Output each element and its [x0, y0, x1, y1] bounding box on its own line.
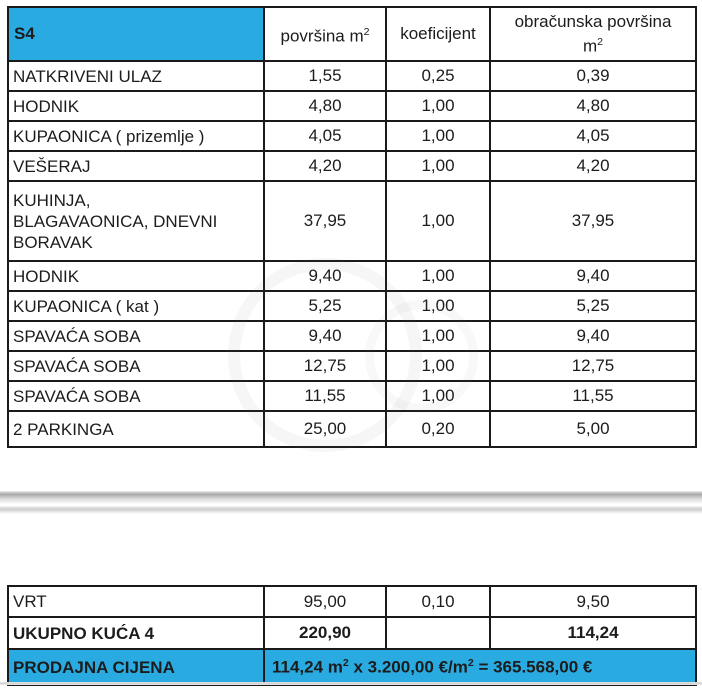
room-name: SPAVAĆA SOBA [7, 320, 265, 352]
table-row: KUPAONICA ( prizemlje ) 4,05 1,00 4,05 [7, 120, 697, 152]
room-name: HODNIK [7, 90, 265, 122]
room-area: 11,55 [263, 380, 387, 412]
room-coefficient: 0,25 [385, 60, 491, 92]
room-name: VRT [7, 585, 265, 618]
room-coefficient: 1,00 [385, 350, 491, 382]
room-coefficient: 0,20 [385, 410, 491, 448]
table-row: HODNIK 9,40 1,00 9,40 [7, 260, 697, 292]
room-calculated-area: 4,20 [489, 150, 697, 182]
table-row: SPAVAĆA SOBA 11,55 1,00 11,55 [7, 380, 697, 412]
room-area: 9,40 [263, 320, 387, 352]
table-row: KUPAONICA ( kat ) 5,25 1,00 5,25 [7, 290, 697, 322]
room-calculated-area: 4,80 [489, 90, 697, 122]
room-calculated-area: 37,95 [489, 180, 697, 262]
sale-price-label: PRODAJNA CIJENA [7, 648, 265, 686]
column-header-koeficijent: koeficijent [385, 6, 491, 62]
table-row: VEŠERAJ 4,20 1,00 4,20 [7, 150, 697, 182]
room-area: 4,20 [263, 150, 387, 182]
table-row: SPAVAĆA SOBA 12,75 1,00 12,75 [7, 350, 697, 382]
area-calculation-table: S4 površina m2 koeficijent obračunska po… [7, 6, 697, 448]
sale-price-formula: 114,24 m2 x 3.200,00 €/m2 = 365.568,00 € [263, 648, 697, 686]
totals-table: VRT 95,00 0,10 9,50 UKUPNO KUĆA 4 220,90… [7, 585, 697, 686]
table-row: 2 PARKINGA 25,00 0,20 5,00 [7, 410, 697, 448]
table-row: SPAVAĆA SOBA 9,40 1,00 9,40 [7, 320, 697, 352]
page-break-divider-bottom [0, 506, 702, 514]
sale-price-row: PRODAJNA CIJENA 114,24 m2 x 3.200,00 €/m… [7, 648, 697, 686]
room-area: 37,95 [263, 180, 387, 262]
room-calculated-area: 12,75 [489, 350, 697, 382]
room-calculated-area: 9,50 [489, 585, 697, 618]
room-coefficient: 1,00 [385, 180, 491, 262]
table-header-row: S4 površina m2 koeficijent obračunska po… [7, 6, 697, 62]
room-calculated-area: 5,00 [489, 410, 697, 448]
column-header-obracunska: obračunska površina m2 [489, 6, 697, 62]
room-coefficient: 1,00 [385, 290, 491, 322]
room-name: 2 PARKINGA [7, 410, 265, 448]
room-coefficient: 1,00 [385, 90, 491, 122]
table-row: VRT 95,00 0,10 9,50 [7, 585, 697, 618]
room-name: KUPAONICA ( kat ) [7, 290, 265, 322]
total-row: UKUPNO KUĆA 4 220,90 114,24 [7, 616, 697, 650]
room-area: 1,55 [263, 60, 387, 92]
room-calculated-area: 9,40 [489, 260, 697, 292]
room-name: SPAVAĆA SOBA [7, 350, 265, 382]
total-calculated-area: 114,24 [489, 616, 697, 650]
room-coefficient: 1,00 [385, 150, 491, 182]
total-coefficient-empty [385, 616, 491, 650]
table-row: KUHINJA, BLAGAVAONICA, DNEVNI BORAVAK 37… [7, 180, 697, 262]
column-header-povrsina: površina m2 [263, 6, 387, 62]
room-area: 25,00 [263, 410, 387, 448]
total-label: UKUPNO KUĆA 4 [7, 616, 265, 650]
room-area: 4,05 [263, 120, 387, 152]
bottom-shadow-line [0, 682, 702, 685]
table-row: HODNIK 4,80 1,00 4,80 [7, 90, 697, 122]
room-calculated-area: 9,40 [489, 320, 697, 352]
room-coefficient: 1,00 [385, 120, 491, 152]
room-coefficient: 1,00 [385, 320, 491, 352]
room-name: KUHINJA, BLAGAVAONICA, DNEVNI BORAVAK [7, 180, 265, 262]
unit-title-cell: S4 [7, 6, 265, 62]
room-name: KUPAONICA ( prizemlje ) [7, 120, 265, 152]
page-break-divider-top [0, 491, 702, 504]
room-area: 5,25 [263, 290, 387, 322]
room-area: 12,75 [263, 350, 387, 382]
room-area: 9,40 [263, 260, 387, 292]
room-coefficient: 1,00 [385, 260, 491, 292]
room-area: 4,80 [263, 90, 387, 122]
room-calculated-area: 4,05 [489, 120, 697, 152]
room-calculated-area: 11,55 [489, 380, 697, 412]
room-name: HODNIK [7, 260, 265, 292]
room-calculated-area: 5,25 [489, 290, 697, 322]
table-row: NATKRIVENI ULAZ 1,55 0,25 0,39 [7, 60, 697, 92]
total-area: 220,90 [263, 616, 387, 650]
room-name: SPAVAĆA SOBA [7, 380, 265, 412]
room-name: NATKRIVENI ULAZ [7, 60, 265, 92]
room-calculated-area: 0,39 [489, 60, 697, 92]
room-area: 95,00 [263, 585, 387, 618]
room-name: VEŠERAJ [7, 150, 265, 182]
room-coefficient: 0,10 [385, 585, 491, 618]
room-coefficient: 1,00 [385, 380, 491, 412]
